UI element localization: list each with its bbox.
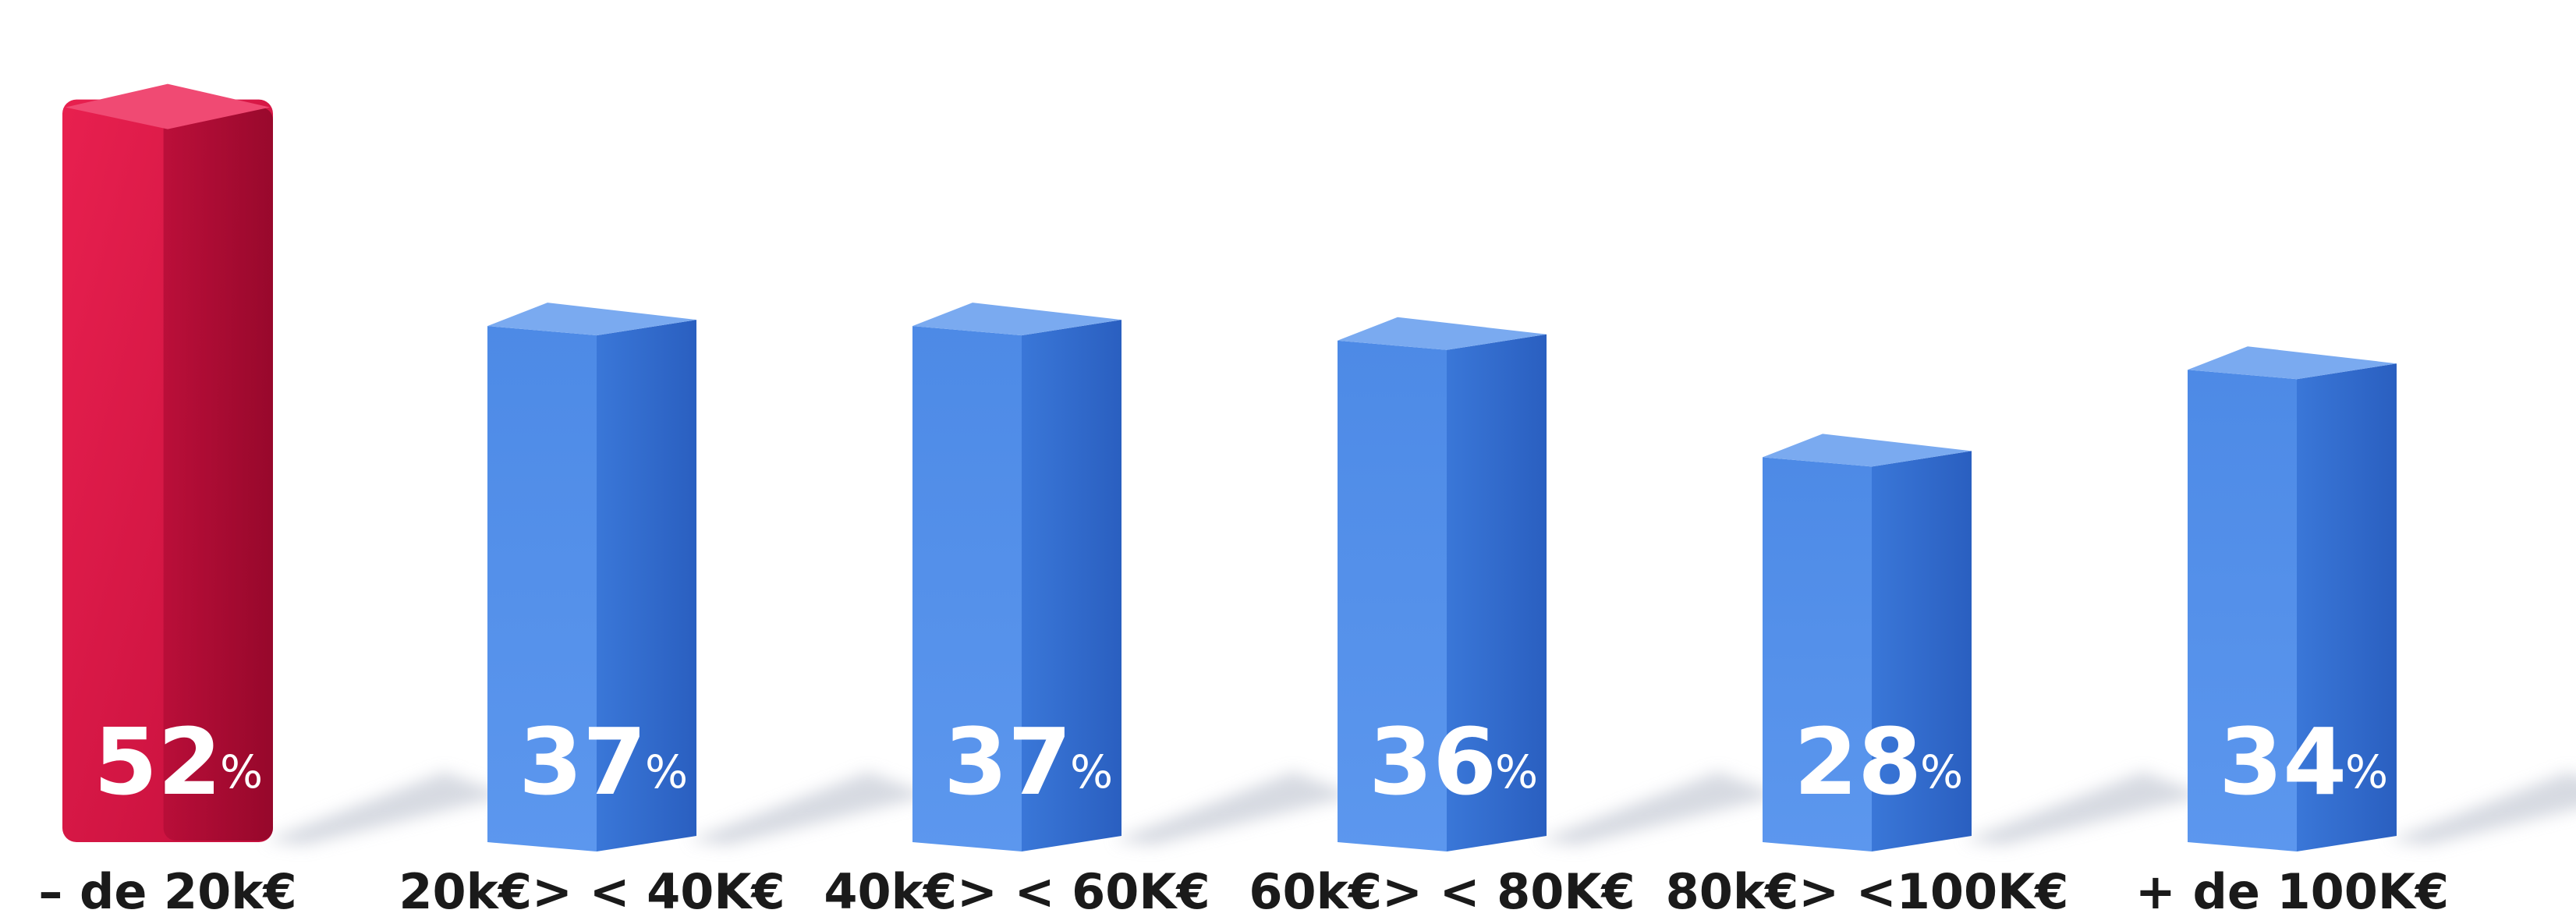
bar-value-unit: % xyxy=(645,745,688,798)
bar-side-face xyxy=(1022,320,1121,852)
bar-shadows xyxy=(265,772,2576,845)
bar: 28% xyxy=(1763,434,1972,851)
bar-value-label: 28 xyxy=(1794,708,1922,816)
category-label: + de 100K€ xyxy=(2135,863,2449,920)
category-labels: – de 20k€ 20k€> < 40K€ 40k€> < 60K€ 60k€> <… xyxy=(38,863,2449,920)
category-label: 80k€> <100K€ xyxy=(1666,863,2069,920)
bar-value-label: 37 xyxy=(944,708,1072,816)
bar-top-face xyxy=(66,83,270,129)
bar-shadow xyxy=(689,772,930,845)
bar-value-unit: % xyxy=(2345,745,2388,798)
bar: 37% xyxy=(912,303,1121,852)
bar-value-unit: % xyxy=(1070,745,1113,798)
bar-top-face xyxy=(1763,434,1972,467)
bar-top-face xyxy=(1338,317,1547,350)
bar-value-unit: % xyxy=(1495,745,1538,798)
category-label: – de 20k€ xyxy=(38,863,296,920)
bar-value-label: 36 xyxy=(1369,708,1497,816)
bar-side-face xyxy=(2297,363,2397,851)
bar-value-label: 52 xyxy=(94,708,221,816)
bar-front-face xyxy=(1763,457,1872,851)
bar-shadow xyxy=(1114,772,1355,845)
category-label: 60k€> < 80K€ xyxy=(1249,863,1635,920)
bar-side-face xyxy=(1447,334,1547,851)
bar-front-face xyxy=(2188,370,2297,851)
bars: 52% 37% 37% 36% 28% 34% xyxy=(62,83,2397,852)
bar: 34% xyxy=(2188,346,2397,851)
bar-value-label: 37 xyxy=(519,708,647,816)
bar-value-unit: % xyxy=(220,745,263,798)
bar-front-face xyxy=(487,326,597,852)
bar: 52% xyxy=(62,83,273,843)
bar-value-label: 34 xyxy=(2219,708,2347,816)
bar-top-face xyxy=(2188,346,2397,380)
bar-side-face xyxy=(597,320,696,852)
category-label: 20k€> < 40K€ xyxy=(399,863,785,920)
bar-side-face xyxy=(1872,451,1972,851)
bar-top-face xyxy=(487,303,696,336)
bar-side-face xyxy=(163,107,273,841)
bar-front-face xyxy=(1338,340,1447,851)
bar-shadow xyxy=(1539,772,1781,845)
bar-shadow xyxy=(265,772,507,845)
bar-shadow xyxy=(2389,772,2576,845)
category-label: 40k€> < 60K€ xyxy=(824,863,1210,920)
bar-shadow xyxy=(1964,772,2206,845)
bar-top-face xyxy=(912,303,1121,336)
bar-front-face xyxy=(912,326,1022,852)
bar: 36% xyxy=(1338,317,1547,851)
bar: 37% xyxy=(487,303,696,852)
bar-value-unit: % xyxy=(1920,745,1963,798)
